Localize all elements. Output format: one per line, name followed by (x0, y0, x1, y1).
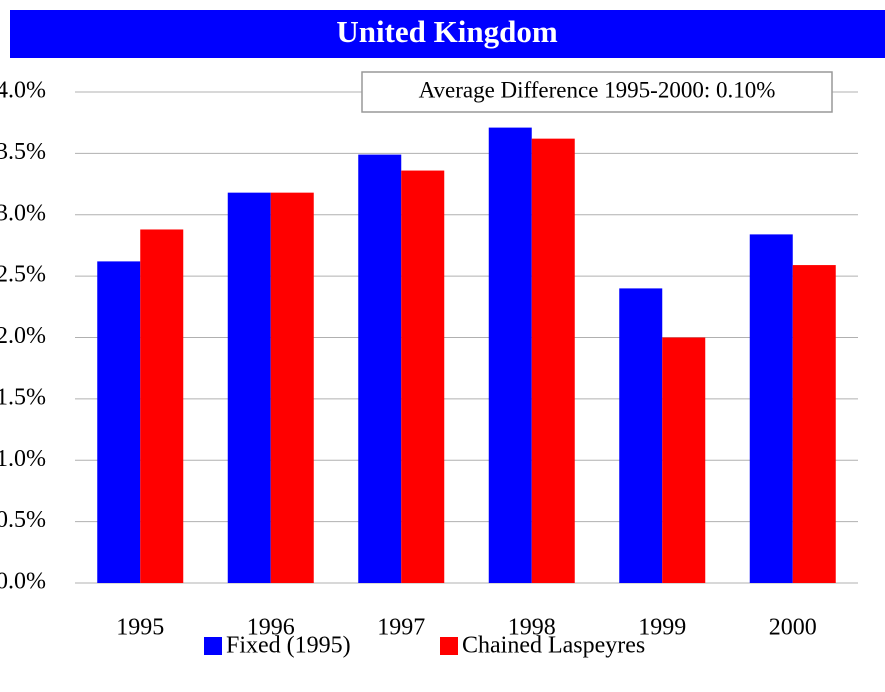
bar (358, 154, 402, 584)
bar (140, 229, 184, 584)
x-tick-label: 1996 (247, 615, 295, 641)
bar (401, 170, 445, 583)
x-tick-label: 1999 (638, 615, 686, 641)
legend-label: Chained Laspeyres (462, 633, 645, 659)
bar (227, 192, 271, 583)
bar (662, 337, 706, 583)
bar (97, 261, 141, 583)
y-tick-label: 1.5% (0, 384, 46, 410)
legend-swatch (440, 637, 458, 655)
y-tick-label: 4.0% (0, 78, 46, 104)
y-tick-label: 1.0% (0, 446, 46, 472)
bar (619, 288, 663, 583)
y-tick-label: 0.5% (0, 507, 46, 533)
bar (531, 138, 575, 583)
x-tick-label: 1998 (508, 615, 556, 641)
title-bar (10, 10, 885, 58)
bar (488, 127, 532, 583)
x-tick-label: 2000 (769, 615, 817, 641)
chart-title: United Kingdom (336, 14, 558, 49)
annotation: Average Difference 1995-2000: 0.10% (419, 77, 776, 102)
y-tick-label: 2.0% (0, 323, 46, 349)
y-tick-label: 3.0% (0, 200, 46, 226)
y-tick-label: 3.5% (0, 139, 46, 165)
legend-swatch (204, 637, 222, 655)
bar (270, 192, 314, 583)
annotation-box (361, 71, 833, 113)
x-tick-label: 1995 (116, 615, 164, 641)
bar (792, 265, 836, 583)
y-tick-label: 0.0% (0, 569, 46, 595)
x-tick-label: 1997 (377, 615, 425, 641)
y-tick-label: 2.5% (0, 262, 46, 288)
legend-label: Fixed (1995) (226, 633, 351, 659)
bar (749, 234, 793, 583)
